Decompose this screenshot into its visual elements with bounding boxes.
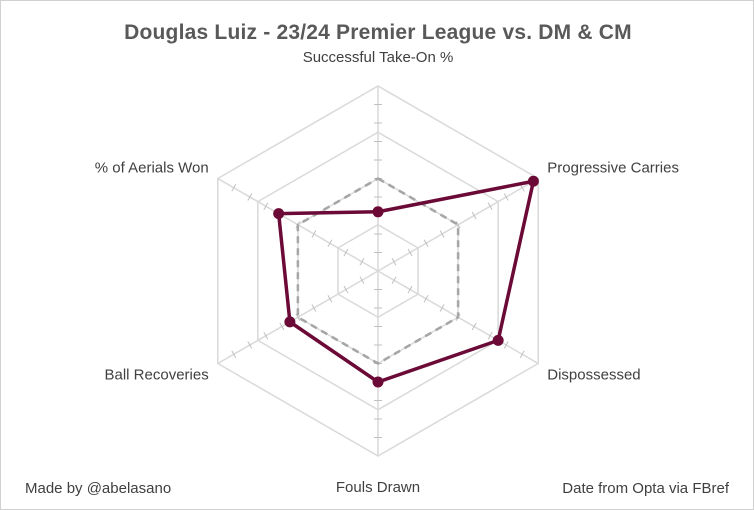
radar-tick bbox=[327, 295, 333, 303]
radar-tick bbox=[487, 202, 493, 210]
radar-tick bbox=[423, 295, 429, 303]
radar-tick bbox=[471, 322, 477, 331]
radar-tick bbox=[359, 258, 365, 266]
radar-tick bbox=[231, 350, 237, 358]
radar-point-2 bbox=[492, 334, 504, 346]
radar-tick bbox=[359, 276, 365, 284]
footer-credit: Made by @abelasano bbox=[25, 480, 172, 497]
radar-tick bbox=[391, 276, 397, 284]
radar-tick bbox=[327, 239, 333, 247]
radar-tick bbox=[247, 193, 253, 201]
radar-point-5 bbox=[273, 208, 285, 220]
radar-tick bbox=[311, 230, 317, 238]
axis-label-ball-recoveries: Ball Recoveries bbox=[105, 367, 209, 384]
radar-series-line-1 bbox=[296, 177, 460, 365]
radar-tick bbox=[343, 285, 349, 294]
footer-source: Date from Opta via FBref bbox=[562, 480, 729, 497]
axis-label-aerials-won: % of Aerials Won bbox=[95, 160, 209, 177]
radar-tick bbox=[247, 341, 253, 349]
radar-tick bbox=[455, 221, 461, 229]
radar-tick bbox=[487, 332, 493, 340]
radar-point-1 bbox=[527, 175, 539, 187]
radar-series-line-0 bbox=[276, 179, 536, 384]
radar-tick bbox=[263, 332, 269, 340]
radar-tick bbox=[311, 304, 317, 312]
chart-title: Douglas Luiz - 23/24 Premier League vs. … bbox=[124, 21, 632, 44]
radar-tick bbox=[519, 350, 525, 358]
radar-grid-ring bbox=[337, 223, 419, 319]
radar-tick bbox=[407, 285, 413, 294]
radar-tick bbox=[279, 322, 285, 331]
radar-tick bbox=[439, 230, 445, 238]
radar-point-4 bbox=[284, 316, 296, 328]
radar-tick bbox=[263, 202, 269, 210]
axis-label-progressive-carries: Progressive Carries bbox=[547, 160, 679, 177]
radar-grid-ring bbox=[257, 131, 499, 411]
radar-tick bbox=[471, 211, 477, 220]
radar-tick bbox=[407, 248, 413, 257]
axis-label-dispossessed: Dispossessed bbox=[547, 367, 640, 384]
radar-tick bbox=[343, 248, 349, 257]
radar-axis-labels: Successful Take-On % Progressive Carries… bbox=[95, 49, 679, 496]
radar-point-0 bbox=[372, 206, 384, 218]
axis-label-successful-take-on: Successful Take-On % bbox=[303, 49, 454, 66]
radar-tick bbox=[391, 258, 397, 266]
radar-grid-ring bbox=[217, 85, 539, 457]
axis-label-fouls-drawn: Fouls Drawn bbox=[336, 479, 420, 496]
radar-point-3 bbox=[372, 376, 384, 388]
radar-grid bbox=[217, 85, 539, 457]
radar-tick bbox=[231, 184, 237, 192]
radar-tick bbox=[503, 341, 509, 349]
radar-tick bbox=[503, 193, 509, 201]
radar-tick bbox=[295, 313, 301, 321]
radar-tick bbox=[423, 239, 429, 247]
radar-series bbox=[273, 175, 539, 388]
radar-tick bbox=[439, 304, 445, 312]
